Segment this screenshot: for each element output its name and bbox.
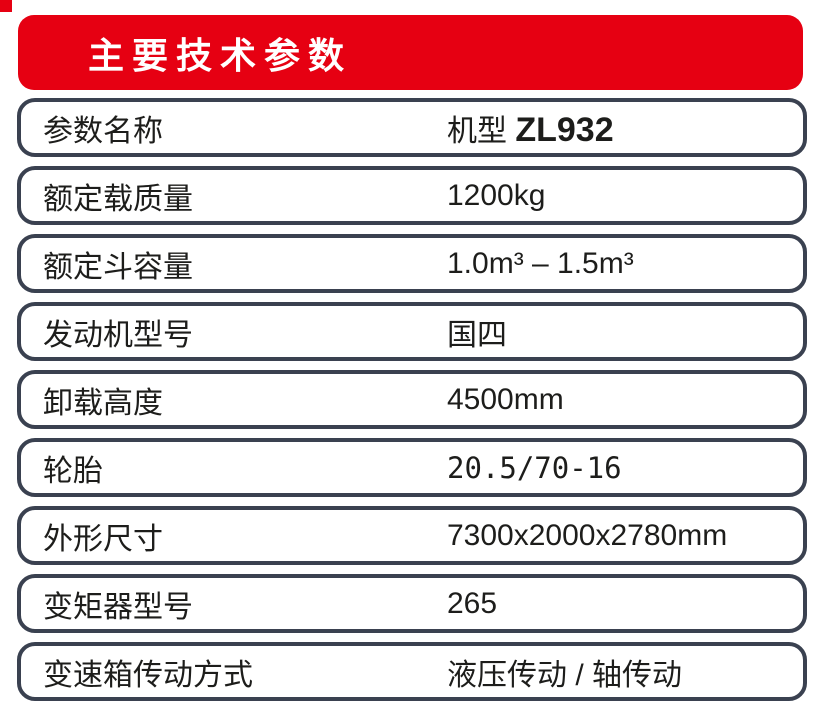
spec-row-tires: 轮胎 20.5/70-16 [17,438,807,497]
spec-label: 变速箱传动方式 [43,658,253,692]
spec-row-overall-dimensions: 外形尺寸 7300x2000x2780mm [17,506,807,565]
spec-label: 额定斗容量 [43,250,193,284]
spec-value: 1.0m³ – 1.5m³ [447,246,634,280]
spec-value: 265 [447,586,498,620]
spec-label: 发动机型号 [43,318,193,352]
spec-value: 1200kg [447,178,546,212]
spec-value: 液压传动 / 轴传动 [447,658,683,692]
model-prefix: 机型 [447,114,516,148]
spec-value: 20.5/70-16 [447,450,622,485]
section-header-banner: 主要技术参数 [18,15,803,90]
spec-label: 外形尺寸 [43,522,163,556]
spec-row-bucket-capacity: 额定斗容量 1.0m³ – 1.5m³ [17,234,807,293]
spec-table: 参数名称 机型 ZL932 额定载质量 1200kg 额定斗容量 1.0m³ –… [17,98,807,701]
spec-row-dump-height: 卸载高度 4500mm [17,370,807,429]
spec-label: 变矩器型号 [43,590,193,624]
spec-label: 轮胎 [43,454,103,488]
spec-value: 机型 ZL932 [447,106,803,150]
spec-label: 额定载质量 [43,182,193,216]
spec-row-torque-converter: 变矩器型号 265 [17,574,807,633]
model-number: ZL932 [515,110,614,149]
page-title: 主要技术参数 [88,34,353,76]
spec-label: 参数名称 [43,114,163,148]
spec-value: 4500mm [447,382,564,416]
spec-row-engine-model: 发动机型号 国四 [17,302,807,361]
spec-row-rated-load: 额定载质量 1200kg [17,166,807,225]
spec-value: 7300x2000x2780mm [447,518,728,552]
spec-row-transmission-type: 变速箱传动方式 液压传动 / 轴传动 [17,642,807,701]
corner-accent [0,0,12,12]
spec-row-parameter-name: 参数名称 机型 ZL932 [17,98,807,157]
spec-value: 国四 [447,318,507,352]
spec-label: 卸载高度 [43,386,163,420]
